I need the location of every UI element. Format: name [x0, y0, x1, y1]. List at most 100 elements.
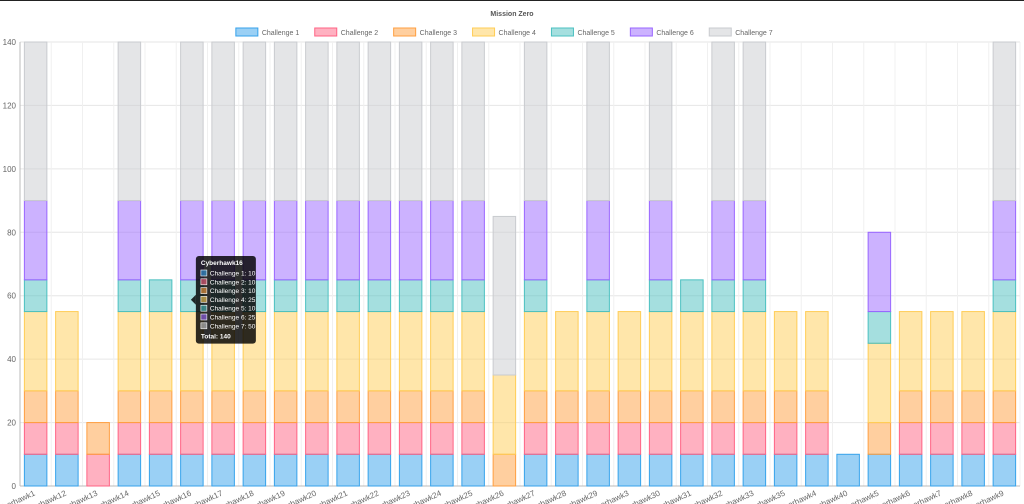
- bar-segment-cyberhawk23-challenge-4[interactable]: [398, 311, 423, 392]
- bar-segment-cyberhawk14-challenge-7[interactable]: [117, 41, 142, 202]
- bar-segment-cyberhawk32-challenge-1[interactable]: [711, 453, 735, 487]
- bar-segment-cyberhawk23-challenge-6[interactable]: [398, 200, 423, 281]
- bar-segment-cyberhawk5-challenge-1[interactable]: [867, 453, 892, 487]
- bar-segment-cyberhawk5-challenge-4[interactable]: [867, 342, 892, 424]
- bar-segment-cyberhawk21-challenge-5[interactable]: [336, 279, 360, 313]
- bar-segment-cyberhawk33-challenge-2[interactable]: [742, 422, 767, 455]
- bar-segment-cyberhawk28-challenge-2[interactable]: [555, 422, 579, 455]
- bar-segment-cyberhawk25-challenge-5[interactable]: [461, 279, 485, 313]
- bar-segment-cyberhawk30-challenge-2[interactable]: [648, 422, 673, 455]
- bar-segment-cyberhawk33-challenge-1[interactable]: [742, 453, 767, 487]
- bar-segment-cyberhawk17-challenge-1[interactable]: [211, 453, 235, 487]
- bar-segment-cyberhawk16-challenge-1[interactable]: [180, 453, 204, 487]
- bar-segment-cyberhawk29-challenge-6[interactable]: [586, 200, 610, 281]
- bar-segment-cyberhawk13-challenge-3[interactable]: [86, 422, 110, 455]
- bar-segment-cyberhawk30-challenge-6[interactable]: [648, 200, 673, 281]
- bar-segment-cyberhawk15-challenge-3[interactable]: [148, 390, 173, 424]
- bar-segment-cyberhawk9-challenge-3[interactable]: [992, 390, 1017, 424]
- bar-segment-cyberhawk22-challenge-5[interactable]: [367, 279, 392, 313]
- bar-segment-cyberhawk1-challenge-5[interactable]: [23, 279, 48, 313]
- bar-segment-cyberhawk23-challenge-2[interactable]: [398, 422, 423, 455]
- bar-segment-cyberhawk25-challenge-2[interactable]: [461, 422, 485, 455]
- bar-segment-cyberhawk31-challenge-2[interactable]: [680, 422, 704, 455]
- bar-segment-cyberhawk29-challenge-4[interactable]: [586, 311, 610, 392]
- bar-segment-cyberhawk30-challenge-7[interactable]: [648, 41, 673, 202]
- bar-segment-cyberhawk17-challenge-2[interactable]: [211, 422, 235, 455]
- legend-label-challenge-2[interactable]: Challenge 2: [341, 30, 378, 37]
- bar-segment-cyberhawk5-challenge-6[interactable]: [867, 231, 892, 313]
- legend-swatch-challenge-5[interactable]: [550, 27, 574, 37]
- bar-segment-cyberhawk23-challenge-1[interactable]: [398, 453, 423, 487]
- bar-segment-cyberhawk14-challenge-3[interactable]: [117, 390, 142, 424]
- bar-segment-cyberhawk33-challenge-7[interactable]: [742, 41, 767, 202]
- bar-segment-cyberhawk24-challenge-6[interactable]: [430, 200, 454, 281]
- bar-segment-cyberhawk9-challenge-7[interactable]: [992, 41, 1017, 202]
- bar-segment-cyberhawk23-challenge-7[interactable]: [398, 41, 423, 202]
- bar-segment-cyberhawk25-challenge-4[interactable]: [461, 311, 485, 392]
- bar-segment-cyberhawk7-challenge-1[interactable]: [930, 453, 954, 487]
- bar-segment-cyberhawk24-challenge-7[interactable]: [430, 41, 454, 202]
- bar-segment-cyberhawk3-challenge-4[interactable]: [617, 311, 642, 392]
- legend-label-challenge-5[interactable]: Challenge 5: [577, 30, 614, 37]
- bar-segment-cyberhawk5-challenge-5[interactable]: [867, 311, 892, 344]
- bar-segment-cyberhawk12-challenge-3[interactable]: [55, 390, 79, 424]
- bar-segment-cyberhawk27-challenge-4[interactable]: [523, 311, 548, 392]
- bar-segment-cyberhawk8-challenge-3[interactable]: [961, 390, 985, 424]
- bar-segment-cyberhawk18-challenge-7[interactable]: [242, 41, 267, 202]
- bar-segment-cyberhawk21-challenge-1[interactable]: [336, 453, 360, 487]
- bar-segment-cyberhawk24-challenge-2[interactable]: [430, 422, 454, 455]
- bar-segment-cyberhawk33-challenge-3[interactable]: [742, 390, 767, 424]
- bar-segment-cyberhawk29-challenge-5[interactable]: [586, 279, 610, 313]
- bar-segment-cyberhawk29-challenge-3[interactable]: [586, 390, 610, 424]
- bar-segment-cyberhawk1-challenge-2[interactable]: [23, 422, 48, 455]
- bar-segment-cyberhawk31-challenge-1[interactable]: [680, 453, 704, 487]
- bar-segment-cyberhawk25-challenge-7[interactable]: [461, 41, 485, 202]
- bar-segment-cyberhawk15-challenge-4[interactable]: [148, 311, 173, 392]
- bar-segment-cyberhawk26-challenge-7[interactable]: [492, 215, 517, 376]
- bar-segment-cyberhawk18-challenge-3[interactable]: [242, 390, 267, 424]
- bar-segment-cyberhawk24-challenge-4[interactable]: [430, 311, 454, 392]
- bar-segment-cyberhawk21-challenge-2[interactable]: [336, 422, 360, 455]
- bar-segment-cyberhawk16-challenge-3[interactable]: [180, 390, 204, 424]
- bar-segment-cyberhawk27-challenge-6[interactable]: [523, 200, 548, 281]
- bar-segment-cyberhawk20-challenge-6[interactable]: [305, 200, 329, 281]
- bar-segment-cyberhawk8-challenge-4[interactable]: [961, 311, 985, 392]
- bar-segment-cyberhawk1-challenge-1[interactable]: [23, 453, 48, 487]
- bar-segment-cyberhawk32-challenge-3[interactable]: [711, 390, 735, 424]
- bar-segment-cyberhawk27-challenge-1[interactable]: [523, 453, 548, 487]
- bar-segment-cyberhawk22-challenge-3[interactable]: [367, 390, 392, 424]
- bar-segment-cyberhawk1-challenge-4[interactable]: [23, 311, 48, 392]
- bar-segment-cyberhawk28-challenge-4[interactable]: [555, 311, 579, 392]
- bar-segment-cyberhawk3-challenge-1[interactable]: [617, 453, 642, 487]
- bar-segment-cyberhawk6-challenge-4[interactable]: [898, 311, 923, 392]
- bar-segment-cyberhawk4-challenge-3[interactable]: [805, 390, 829, 424]
- bar-segment-cyberhawk40-challenge-1[interactable]: [836, 453, 860, 487]
- bar-segment-cyberhawk29-challenge-1[interactable]: [586, 453, 610, 487]
- bar-segment-cyberhawk33-challenge-4[interactable]: [742, 311, 767, 392]
- bar-segment-cyberhawk12-challenge-2[interactable]: [55, 422, 79, 455]
- bar-segment-cyberhawk19-challenge-1[interactable]: [273, 453, 298, 487]
- bar-segment-cyberhawk20-challenge-5[interactable]: [305, 279, 329, 313]
- bar-segment-cyberhawk18-challenge-1[interactable]: [242, 453, 267, 487]
- bar-segment-cyberhawk33-challenge-5[interactable]: [742, 279, 767, 313]
- bar-segment-cyberhawk24-challenge-1[interactable]: [430, 453, 454, 487]
- legend-label-challenge-1[interactable]: Challenge 1: [262, 30, 299, 37]
- bar-segment-cyberhawk25-challenge-1[interactable]: [461, 453, 485, 487]
- bar-segment-cyberhawk6-challenge-2[interactable]: [898, 422, 923, 455]
- bar-segment-cyberhawk12-challenge-4[interactable]: [55, 311, 79, 392]
- bar-segment-cyberhawk16-challenge-2[interactable]: [180, 422, 204, 455]
- bar-segment-cyberhawk9-challenge-5[interactable]: [992, 279, 1017, 313]
- bar-segment-cyberhawk7-challenge-2[interactable]: [930, 422, 954, 455]
- bar-segment-cyberhawk3-challenge-3[interactable]: [617, 390, 642, 424]
- bar-segment-cyberhawk9-challenge-6[interactable]: [992, 200, 1017, 281]
- bar-segment-cyberhawk22-challenge-6[interactable]: [367, 200, 392, 281]
- bar-segment-cyberhawk32-challenge-2[interactable]: [711, 422, 735, 455]
- bar-segment-cyberhawk14-challenge-6[interactable]: [117, 200, 142, 281]
- bar-segment-cyberhawk15-challenge-1[interactable]: [148, 453, 173, 487]
- bar-segment-cyberhawk12-challenge-1[interactable]: [55, 453, 79, 487]
- bar-segment-cyberhawk20-challenge-4[interactable]: [305, 311, 329, 392]
- bar-segment-cyberhawk23-challenge-3[interactable]: [398, 390, 423, 424]
- bar-segment-cyberhawk30-challenge-3[interactable]: [648, 390, 673, 424]
- bar-segment-cyberhawk21-challenge-6[interactable]: [336, 200, 360, 281]
- bar-segment-cyberhawk21-challenge-7[interactable]: [336, 41, 360, 202]
